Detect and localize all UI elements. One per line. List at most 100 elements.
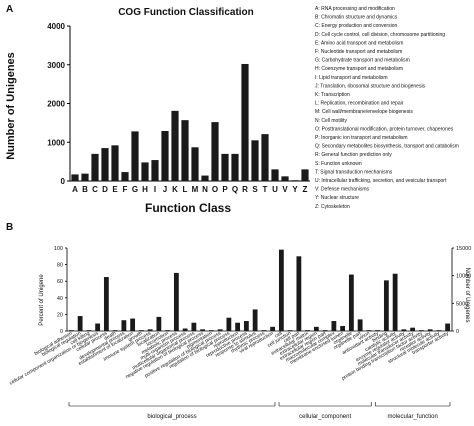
cog-x-tick-label: Q — [232, 185, 238, 194]
cog-x-tick-label: A — [72, 185, 78, 194]
cog-x-tick-label: J — [163, 185, 167, 194]
go-y2-tick-label: 10000 — [456, 274, 471, 280]
cog-y-axis-label: Number of Unigenes — [5, 52, 17, 160]
go-category-label: virion — [358, 330, 372, 341]
cog-bar — [211, 122, 219, 181]
go-bar — [313, 326, 319, 331]
go-y-tick-label: 0 — [60, 329, 63, 335]
cog-bar — [271, 169, 279, 181]
go-bar — [261, 330, 267, 331]
panel-label-b: B — [6, 222, 13, 233]
go-bar — [322, 330, 328, 331]
go-bar — [77, 316, 83, 331]
cog-legend-entry: P: Inorganic ion transport and metabolis… — [315, 135, 408, 141]
go-group-label: cellular_component — [299, 414, 351, 420]
cog-legend-entry: Q: Secondary metabolites biosynthesis, t… — [315, 144, 459, 150]
cog-legend-entry: H: Coenzyme transport and metabolism — [315, 66, 403, 72]
cog-bar — [301, 169, 309, 181]
cog-axes: 0 1000 2000 3000 4000 A B C D E F G H I J K L M N O P Q R S T U V Y… — [47, 22, 310, 194]
cog-y-tick-label: 0 — [61, 177, 66, 186]
go-bar — [436, 330, 442, 331]
cog-x-tick-label: S — [252, 185, 258, 194]
go-bar — [340, 326, 346, 331]
go-category-label: death — [103, 330, 117, 342]
go-bar — [357, 319, 363, 331]
go-bar — [112, 330, 118, 331]
go-bar — [173, 272, 179, 331]
go-bar — [427, 329, 433, 331]
cog-bar — [121, 172, 129, 181]
cog-bar — [201, 175, 209, 181]
cog-y-tick-label: 2000 — [47, 100, 65, 109]
go-bar — [138, 330, 144, 331]
cog-x-tick-label: N — [202, 185, 208, 194]
cog-x-tick-label: I — [154, 185, 156, 194]
cog-bar — [241, 63, 249, 181]
go-y-tick-label: 100 — [54, 246, 63, 252]
cog-bar — [291, 180, 299, 181]
cog-bar — [131, 131, 139, 181]
cog-legend-entry: U: Intracellular trafficking, secretion,… — [315, 178, 447, 184]
cog-x-tick-label: O — [212, 185, 218, 194]
cog-bar — [261, 134, 269, 181]
cog-bar — [161, 131, 169, 181]
cog-legend-entry: A: RNA processing and modification — [315, 6, 395, 12]
cog-legend-entry: O: Posttranslational modification, prote… — [315, 126, 454, 132]
cog-y-tick-label: 4000 — [47, 22, 65, 31]
go-bar — [68, 330, 74, 331]
go-bar — [366, 330, 372, 331]
go-bar — [86, 330, 92, 331]
go-y-tick-label: 60 — [57, 279, 63, 285]
cog-bar — [71, 174, 79, 181]
cog-legend-entry: Z: Cytoskeleton — [315, 204, 350, 210]
cog-y-tick-label: 1000 — [47, 138, 65, 147]
go-y-tick-label: 80 — [57, 263, 63, 269]
cog-x-tick-label: C — [92, 185, 98, 194]
cog-legend-entry: I: Lipid transport and metabolism — [315, 75, 388, 81]
cog-x-tick-label: Z — [303, 185, 308, 194]
cog-bar — [221, 153, 229, 181]
cog-x-axis-label: Function Class — [145, 201, 231, 215]
cog-legend-entry: C: Energy production and conversion — [315, 23, 397, 29]
go-bar — [383, 280, 389, 331]
go-bar — [226, 317, 232, 331]
go-y2-tick-label: 5000 — [456, 301, 468, 307]
go-bar — [296, 256, 302, 331]
go-bar — [410, 327, 416, 331]
cog-x-tick-label: U — [272, 185, 278, 194]
cog-bar — [171, 110, 179, 181]
cog-bars — [71, 63, 309, 181]
cog-bar — [101, 148, 109, 181]
cog-legend-entry: Y: Nuclear structure — [315, 195, 359, 201]
cog-bar — [251, 140, 259, 181]
go-y-tick-label: 40 — [57, 296, 63, 302]
go-y2-axis-label: Number of Unigenes — [464, 267, 470, 322]
cog-bar — [231, 153, 239, 181]
cog-legend-entry: K: Transcription — [315, 92, 350, 98]
cog-bar — [191, 147, 199, 181]
go-axes: 0 20 40 60 80 100 0 5000 10000 15000 — [54, 246, 471, 335]
cog-legend: A: RNA processing and modification B: Chr… — [315, 6, 459, 210]
cog-x-tick-label: D — [102, 185, 108, 194]
cog-bar — [141, 162, 149, 181]
cog-x-tick-label: R — [242, 185, 248, 194]
cog-legend-entry: J: Translation, ribosomal structure and … — [315, 83, 426, 89]
cog-legend-entry: F: Nucleotide transport and metabolism — [315, 49, 402, 55]
cog-x-tick-label: G — [132, 185, 138, 194]
go-bar — [375, 330, 381, 331]
go-bar — [208, 330, 214, 331]
go-bar — [348, 274, 354, 331]
cog-y-tick-label: 3000 — [47, 61, 65, 70]
cog-bar — [151, 160, 159, 181]
go-bar — [200, 329, 206, 331]
go-bar — [182, 328, 188, 331]
go-bar — [392, 273, 398, 331]
go-category-label: cell — [274, 331, 284, 340]
cog-x-tick-label: T — [263, 185, 268, 194]
cog-legend-entry: L: Replication, recombination and repair — [315, 101, 404, 107]
cog-x-tick-label: L — [183, 185, 188, 194]
cog-bar — [281, 176, 289, 181]
cog-x-tick-label: B — [82, 185, 88, 194]
cog-bar — [81, 173, 89, 181]
cog-legend-entry: T: Signal transduction mechanisms — [315, 169, 393, 175]
